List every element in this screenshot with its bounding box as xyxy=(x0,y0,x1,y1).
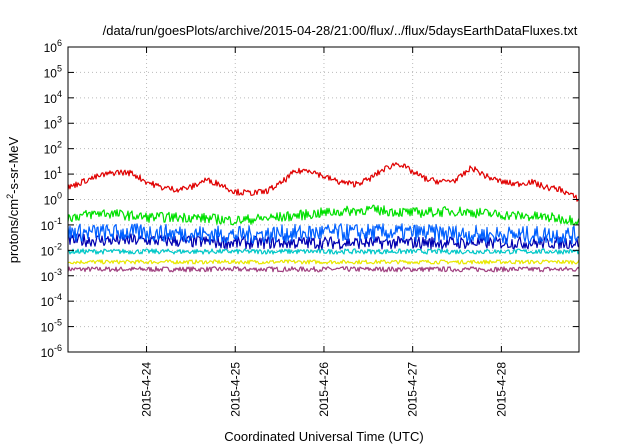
y-axis-label: protons/cm2-s-sr-MeV xyxy=(5,136,21,263)
y-tick-label: 10-3 xyxy=(41,267,62,284)
x-tick-label: 2015-4-26 xyxy=(317,362,331,417)
y-tick-label: 105 xyxy=(44,63,62,80)
x-tick-label: 2015-4-25 xyxy=(228,362,242,417)
x-tick-label: 2015-4-28 xyxy=(494,362,508,417)
x-axis-label: Coordinated Universal Time (UTC) xyxy=(224,429,423,444)
y-tick-label: 106 xyxy=(44,38,62,55)
y-tick-label: 100 xyxy=(44,191,62,208)
series-line-4 xyxy=(67,233,580,250)
y-tick-label: 104 xyxy=(44,89,62,106)
y-tick-label: 10-5 xyxy=(41,318,62,335)
x-tick-label: 2015-4-24 xyxy=(140,362,154,417)
series-line-5 xyxy=(67,248,580,255)
y-axis-ticks: 10-6 10-5 10-4 10-3 10-2 10-1 100 101 102 103 104 1… xyxy=(41,38,579,360)
y-tick-label: 10-6 xyxy=(41,343,62,360)
y-tick-label: 10-4 xyxy=(41,292,62,309)
y-tick-label: 101 xyxy=(44,165,62,182)
y-tick-label: 10-2 xyxy=(41,241,62,258)
y-tick-label: 10-1 xyxy=(41,216,62,233)
y-tick-label: 102 xyxy=(44,140,62,157)
series-line-1 xyxy=(67,162,580,202)
series-line-2 xyxy=(67,204,580,226)
series-line-7 xyxy=(67,266,580,273)
series-group xyxy=(67,162,580,273)
x-tick-label: 2015-4-27 xyxy=(406,362,420,417)
chart-title: /data/run/goesPlots/archive/2015-04-28/2… xyxy=(103,23,578,38)
series-line-6 xyxy=(67,259,580,265)
grid-lines xyxy=(68,47,579,352)
y-tick-label: 103 xyxy=(44,114,62,131)
x-axis-ticks: 2015-4-24 2015-4-25 2015-4-26 2015-4-27 2015… xyxy=(140,47,508,417)
series-line-3 xyxy=(67,223,580,245)
